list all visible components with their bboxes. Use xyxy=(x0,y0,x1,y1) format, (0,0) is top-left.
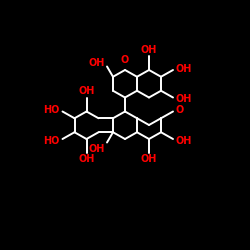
Text: HO: HO xyxy=(44,105,60,115)
Text: OH: OH xyxy=(176,136,192,145)
Text: O: O xyxy=(121,55,129,65)
Text: OH: OH xyxy=(88,144,105,154)
Text: OH: OH xyxy=(88,58,105,68)
Text: O: O xyxy=(176,105,184,115)
Text: OH: OH xyxy=(78,86,95,96)
Text: OH: OH xyxy=(176,64,192,74)
Text: HO: HO xyxy=(44,136,60,145)
Text: OH: OH xyxy=(141,154,157,164)
Text: OH: OH xyxy=(78,154,95,164)
Text: OH: OH xyxy=(141,45,157,55)
Text: OH: OH xyxy=(176,94,192,104)
